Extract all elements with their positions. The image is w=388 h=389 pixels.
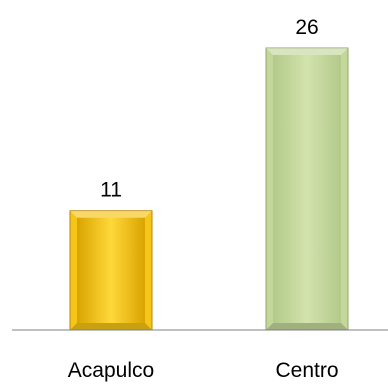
bar-centro bbox=[265, 47, 349, 331]
value-label-acapulco: 11 bbox=[100, 179, 122, 202]
category-label-acapulco: Acapulco bbox=[68, 359, 154, 382]
bar-acapulco bbox=[69, 210, 153, 331]
category-label-centro: Centro bbox=[275, 359, 338, 382]
value-label-centro: 26 bbox=[295, 16, 318, 39]
